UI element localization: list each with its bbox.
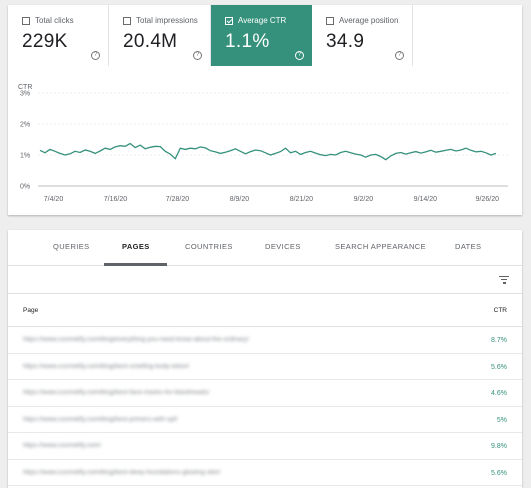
y-tick-label: 1%	[20, 153, 30, 160]
x-tick-label: 7/28/20	[166, 196, 189, 203]
x-tick-label: 9/26/20	[476, 196, 499, 203]
metric-average-ctr[interactable]: Average CTR 1.1% ?	[211, 5, 312, 66]
column-header-ctr[interactable]: CTR	[493, 307, 507, 314]
metric-value: 20.4M	[123, 31, 178, 52]
results-table-card: QUERIES PAGES COUNTRIES DEVICES SEARCH A…	[8, 230, 522, 488]
page-url[interactable]: https://www.cosmetify.com/	[23, 442, 101, 449]
help-icon[interactable]: ?	[395, 51, 404, 60]
chart-y-label: CTR	[18, 84, 32, 91]
chart-grid	[38, 92, 508, 187]
help-icon[interactable]: ?	[91, 51, 100, 60]
checkbox-icon[interactable]	[22, 16, 30, 25]
active-tab-indicator	[104, 263, 167, 266]
metric-label: Total clicks	[35, 16, 74, 25]
checkbox-checked-icon[interactable]	[225, 16, 233, 25]
tab-queries[interactable]: QUERIES	[53, 242, 90, 251]
table-header: Page CTR	[8, 294, 522, 327]
metric-tiles: Total clicks 229K ? Total impressions 20…	[8, 5, 522, 66]
x-tick-label: 7/4/20	[44, 196, 64, 203]
ctr-value: 5.6%	[491, 363, 507, 371]
metric-value: 229K	[22, 31, 68, 52]
ctr-value: 5%	[496, 416, 507, 424]
ctr-value: 4.6%	[491, 390, 507, 397]
metric-average-position[interactable]: Average position 34.9 ?	[312, 5, 413, 66]
y-tick-label: 2%	[20, 122, 30, 129]
page-url[interactable]: https://www.cosmetify.com/blog/everythin…	[23, 336, 249, 343]
ctr-line-chart: 3% 2% 1% 0% 7/4/20 7/16/20 7/28/20 8/9/20 8/21/…	[18, 84, 508, 203]
page-url[interactable]: https://www.cosmetify.com/blog/best-face…	[23, 389, 210, 396]
ctr-value: 5.6%	[491, 469, 507, 477]
x-tick-label: 8/21/20	[290, 196, 313, 203]
metric-total-clicks[interactable]: Total clicks 229K ?	[8, 5, 109, 66]
dimension-tabs: QUERIES PAGES COUNTRIES DEVICES SEARCH A…	[8, 230, 522, 266]
checkbox-icon[interactable]	[326, 16, 334, 25]
tab-countries[interactable]: COUNTRIES	[185, 242, 233, 251]
metric-total-impressions[interactable]: Total impressions 20.4M ?	[109, 5, 211, 66]
tab-dates[interactable]: DATES	[455, 242, 482, 251]
metric-label: Average CTR	[238, 16, 287, 25]
tab-search-appearance[interactable]: SEARCH APPEARANCE	[335, 242, 426, 251]
page-url[interactable]: https://www.cosmetify.com/blog/best-dewy…	[23, 468, 221, 476]
x-tick-label: 9/2/20	[354, 196, 374, 203]
filter-bar	[8, 266, 522, 294]
filter-icon[interactable]	[499, 276, 509, 284]
x-tick-label: 8/9/20	[230, 196, 250, 203]
ctr-value: 9.8%	[491, 443, 507, 450]
table-row[interactable]: https://www.cosmetify.com/blog/best-prim…	[8, 407, 522, 433]
y-tick-label: 0%	[20, 184, 30, 191]
y-tick-label: 3%	[20, 91, 30, 98]
x-tick-label: 9/14/20	[414, 196, 437, 203]
table-row[interactable]: https://www.cosmetify.com/blog/best-face…	[8, 380, 522, 407]
table-row[interactable]: https://www.cosmetify.com/blog/best-dewy…	[8, 460, 522, 486]
chart-x-ticks: 7/4/20 7/16/20 7/28/20 8/9/20 8/21/20 9/2/20 9…	[44, 196, 499, 203]
tab-devices[interactable]: DEVICES	[265, 242, 301, 251]
help-icon[interactable]: ?	[193, 51, 202, 60]
x-tick-label: 7/16/20	[104, 196, 127, 203]
chart-y-ticks: 3% 2% 1% 0%	[20, 91, 30, 191]
checkbox-icon[interactable]	[123, 16, 131, 25]
help-icon[interactable]: ?	[295, 51, 304, 60]
tab-pages[interactable]: PAGES	[122, 242, 150, 251]
ctr-value: 8.7%	[491, 337, 507, 344]
performance-card: Total clicks 229K ? Total impressions 20…	[8, 5, 522, 215]
metric-value: 1.1%	[225, 31, 270, 52]
metric-label: Average position	[339, 16, 399, 25]
chart-series-line	[39, 142, 497, 161]
table-row[interactable]: https://www.cosmetify.com/blog/everythin…	[8, 327, 522, 354]
column-header-page[interactable]: Page	[23, 307, 39, 314]
page-url[interactable]: https://www.cosmetify.com/blog/best-smel…	[23, 362, 190, 370]
metric-label: Total impressions	[136, 16, 198, 25]
table-row[interactable]: https://www.cosmetify.com/ 9.8%	[8, 433, 522, 460]
metric-value: 34.9	[326, 31, 365, 52]
table-row[interactable]: https://www.cosmetify.com/blog/best-smel…	[8, 354, 522, 380]
page-url[interactable]: https://www.cosmetify.com/blog/best-prim…	[23, 415, 178, 423]
